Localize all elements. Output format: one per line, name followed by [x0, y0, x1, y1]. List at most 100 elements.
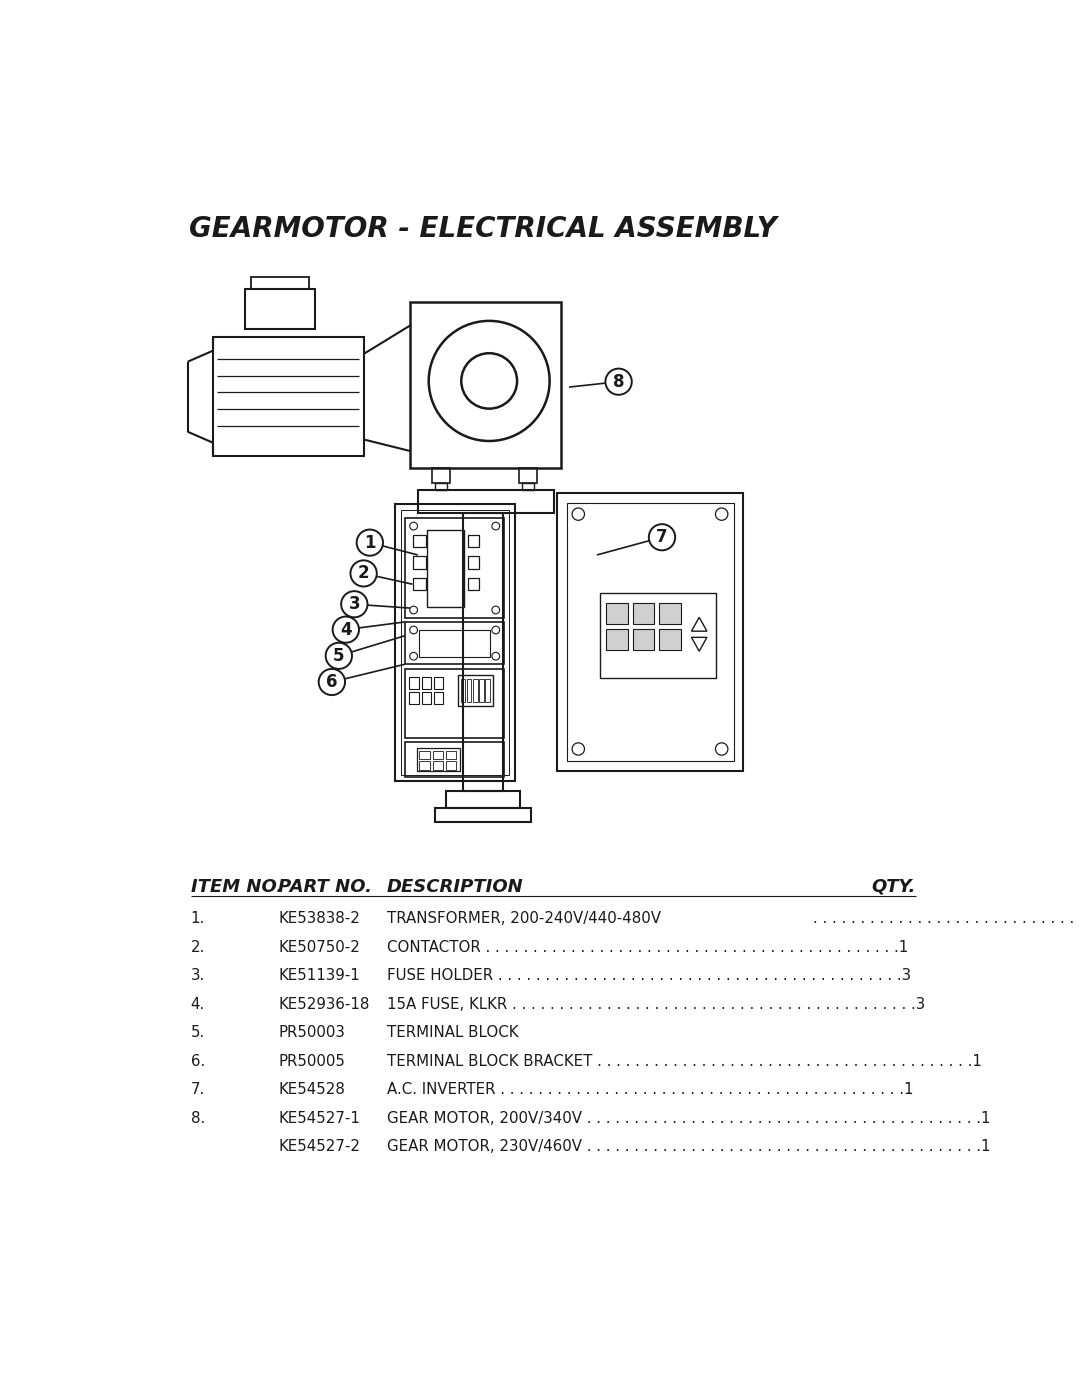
- Text: A.C. INVERTER . . . . . . . . . . . . . . . . . . . . . . . . . . . . . . . . . : A.C. INVERTER . . . . . . . . . . . . . …: [387, 1083, 914, 1098]
- Circle shape: [356, 529, 383, 556]
- Bar: [446, 750, 456, 759]
- Text: 5: 5: [333, 647, 345, 665]
- Bar: [401, 510, 509, 775]
- Text: TERMINAL BLOCK BRACKET . . . . . . . . . . . . . . . . . . . . . . . . . . . . .: TERMINAL BLOCK BRACKET . . . . . . . . .…: [387, 1053, 982, 1069]
- Bar: [419, 750, 430, 759]
- Bar: [567, 503, 734, 761]
- Bar: [433, 750, 443, 759]
- Bar: [434, 676, 444, 689]
- Text: GEAR MOTOR, 230V/460V . . . . . . . . . . . . . . . . . . . . . . . . . . . . . : GEAR MOTOR, 230V/460V . . . . . . . . . …: [387, 1140, 990, 1154]
- Bar: [446, 791, 521, 809]
- Text: 1.: 1.: [191, 911, 205, 926]
- Bar: [659, 602, 680, 624]
- Text: DESCRIPTION: DESCRIPTION: [387, 877, 524, 895]
- Bar: [418, 489, 554, 513]
- Text: TERMINAL BLOCK: TERMINAL BLOCK: [387, 1025, 518, 1041]
- Bar: [405, 742, 504, 777]
- Text: KE53838-2: KE53838-2: [279, 911, 361, 926]
- Bar: [245, 289, 314, 330]
- Text: PR50005: PR50005: [279, 1053, 346, 1069]
- Bar: [469, 556, 480, 569]
- Text: GEARMOTOR - ELECTRICAL ASSEMBLY: GEARMOTOR - ELECTRICAL ASSEMBLY: [189, 215, 778, 243]
- Bar: [410, 302, 562, 468]
- Bar: [458, 675, 494, 705]
- Text: GEAR MOTOR, 200V/340V . . . . . . . . . . . . . . . . . . . . . . . . . . . . . : GEAR MOTOR, 200V/340V . . . . . . . . . …: [387, 1111, 990, 1126]
- Text: CONTACTOR . . . . . . . . . . . . . . . . . . . . . . . . . . . . . . . . . . . : CONTACTOR . . . . . . . . . . . . . . . …: [387, 940, 908, 956]
- Text: 8: 8: [612, 373, 624, 391]
- Circle shape: [606, 369, 632, 395]
- Text: 2.: 2.: [191, 940, 205, 956]
- Text: PR50003: PR50003: [279, 1025, 346, 1041]
- Bar: [394, 504, 515, 781]
- Text: 6.: 6.: [191, 1053, 205, 1069]
- Bar: [435, 483, 447, 489]
- Bar: [518, 468, 537, 483]
- Bar: [417, 749, 460, 771]
- Text: 7.: 7.: [191, 1083, 205, 1098]
- Circle shape: [319, 669, 345, 696]
- Circle shape: [341, 591, 367, 617]
- Bar: [480, 679, 484, 703]
- Bar: [633, 602, 654, 624]
- Bar: [414, 578, 426, 591]
- Text: KE52936-18: KE52936-18: [279, 997, 369, 1011]
- Circle shape: [326, 643, 352, 669]
- Bar: [213, 337, 364, 457]
- Circle shape: [350, 560, 377, 587]
- Text: 6: 6: [326, 673, 338, 692]
- Bar: [522, 483, 535, 489]
- Text: 4: 4: [340, 620, 352, 638]
- Text: KE50750-2: KE50750-2: [279, 940, 361, 956]
- Bar: [432, 468, 450, 483]
- Text: KE54528: KE54528: [279, 1083, 346, 1098]
- Bar: [435, 809, 531, 823]
- Bar: [414, 535, 426, 548]
- Bar: [409, 676, 419, 689]
- Text: 5.: 5.: [191, 1025, 205, 1041]
- Bar: [467, 679, 471, 703]
- Bar: [419, 761, 430, 770]
- Bar: [469, 578, 480, 591]
- Bar: [252, 277, 309, 289]
- Bar: [469, 535, 480, 548]
- Text: 15A FUSE, KLKR . . . . . . . . . . . . . . . . . . . . . . . . . . . . . . . . .: 15A FUSE, KLKR . . . . . . . . . . . . .…: [387, 997, 926, 1011]
- Bar: [460, 679, 465, 703]
- Text: KE54527-2: KE54527-2: [279, 1140, 361, 1154]
- Bar: [463, 513, 503, 791]
- Bar: [405, 669, 504, 738]
- Bar: [414, 556, 426, 569]
- Bar: [633, 629, 654, 651]
- Bar: [446, 761, 456, 770]
- Text: 1: 1: [364, 534, 376, 552]
- Text: 3.: 3.: [191, 968, 205, 983]
- Bar: [433, 761, 443, 770]
- Text: 4.: 4.: [191, 997, 205, 1011]
- Text: 3: 3: [349, 595, 360, 613]
- Bar: [600, 594, 716, 678]
- Bar: [434, 692, 444, 704]
- Bar: [405, 622, 504, 665]
- Text: KE51139-1: KE51139-1: [279, 968, 360, 983]
- Bar: [557, 493, 743, 771]
- Text: TRANSFORMER, 200-240V/440-480V                                . . . . . . . . . : TRANSFORMER, 200-240V/440-480V . . . . .…: [387, 911, 1080, 926]
- Circle shape: [649, 524, 675, 550]
- Bar: [473, 679, 477, 703]
- Text: FUSE HOLDER . . . . . . . . . . . . . . . . . . . . . . . . . . . . . . . . . . : FUSE HOLDER . . . . . . . . . . . . . . …: [387, 968, 912, 983]
- Bar: [428, 529, 464, 606]
- Bar: [422, 676, 431, 689]
- Text: QTY.: QTY.: [872, 877, 916, 895]
- Bar: [419, 630, 490, 657]
- Text: PART NO.: PART NO.: [279, 877, 373, 895]
- Bar: [659, 629, 680, 651]
- Bar: [422, 692, 431, 704]
- Text: 2: 2: [357, 564, 369, 583]
- Bar: [485, 679, 490, 703]
- Bar: [606, 602, 627, 624]
- Text: 8.: 8.: [191, 1111, 205, 1126]
- Bar: [409, 692, 419, 704]
- Circle shape: [333, 616, 359, 643]
- Text: ITEM NO.: ITEM NO.: [191, 877, 283, 895]
- Text: KE54527-1: KE54527-1: [279, 1111, 361, 1126]
- Text: 7: 7: [657, 528, 667, 546]
- Bar: [606, 629, 627, 651]
